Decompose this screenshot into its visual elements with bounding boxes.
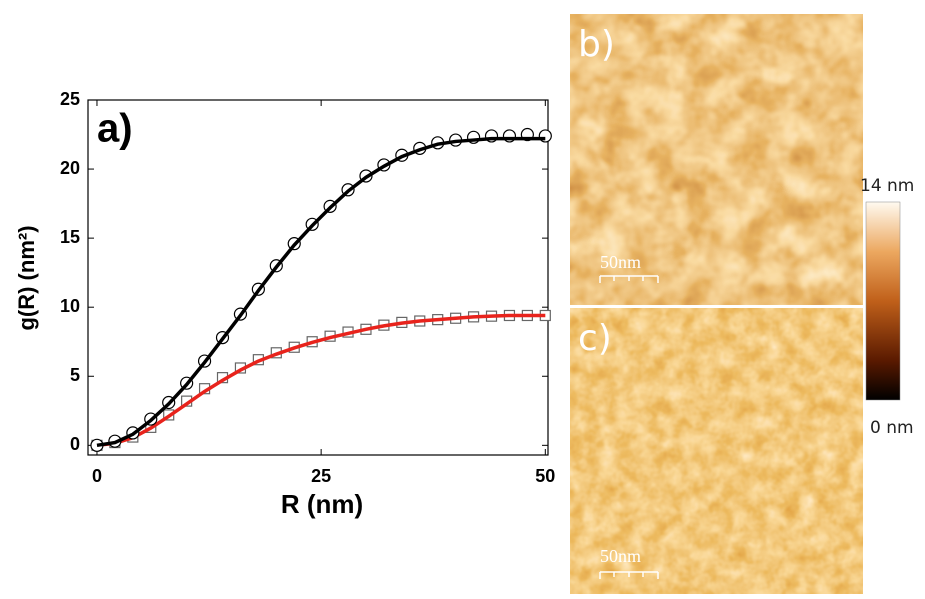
afm-image [570, 14, 863, 305]
y-axis-label: g(R) (nm²) [14, 225, 39, 330]
scale-bar [599, 571, 659, 579]
panel-label: b) [578, 24, 615, 65]
colorbar-max-label: 14 nm [860, 176, 914, 196]
colorbar [865, 201, 901, 401]
x-tick-label: 0 [92, 466, 102, 486]
fit-line [96, 136, 546, 448]
panel-label: a) [97, 107, 133, 151]
afm-image [570, 308, 863, 594]
colorbar-min-label: 0 nm [870, 418, 914, 438]
y-tick-label: 25 [60, 89, 80, 109]
x-tick-label: 50 [535, 466, 555, 486]
panel-label: c) [578, 318, 612, 359]
scale-bar [599, 275, 659, 283]
scale-bar-label: 50nm [600, 252, 641, 272]
plot-frame [87, 99, 549, 456]
x-axis-label: R (nm) [281, 489, 363, 519]
y-tick-label: 20 [60, 158, 80, 178]
y-tick-label: 5 [70, 365, 80, 385]
y-tick-label: 0 [70, 434, 80, 454]
x-tick-label: 25 [311, 466, 331, 486]
fit-line [96, 313, 546, 448]
scale-bar-label: 50nm [600, 546, 641, 566]
y-tick-label: 10 [60, 296, 80, 316]
y-tick-label: 15 [60, 227, 80, 247]
